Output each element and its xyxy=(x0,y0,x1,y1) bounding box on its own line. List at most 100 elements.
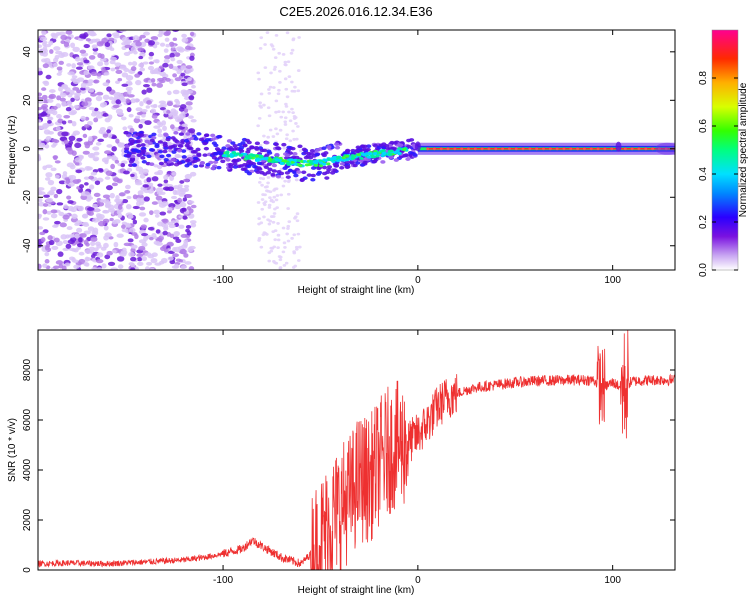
spectrogram-noise-cell xyxy=(109,192,115,199)
spectrogram-ridge-cell xyxy=(165,153,172,158)
spectrogram-noise-cell xyxy=(75,66,83,70)
spectrogram-noise-cell xyxy=(121,83,129,87)
spectrogram-noise-cell xyxy=(159,211,167,216)
spectrogram-noise-cell xyxy=(38,190,43,196)
spectrogram-noise-cell xyxy=(156,221,164,227)
spectrogram-noise-cell xyxy=(71,63,76,69)
spectrogram-noise-cell xyxy=(188,95,195,101)
spectrogram-noise-cell xyxy=(109,56,118,61)
spectrogram-noise-cell xyxy=(288,139,293,143)
spectrogram-noise-cell xyxy=(106,86,112,92)
spectrogram-noise-cell xyxy=(118,192,126,197)
spectrogram-noise-cell xyxy=(41,40,48,45)
spectrogram-noise-cell xyxy=(286,180,291,184)
spectrogram-ridge-cell xyxy=(131,163,137,167)
spectrogram-ridge-cell xyxy=(267,167,273,172)
spectrogram-noise-cell xyxy=(68,135,76,142)
spectrogram-noise-cell xyxy=(84,143,91,149)
spectrogram-noise-cell xyxy=(61,131,69,137)
spectrogram-noise-cell xyxy=(42,107,48,112)
spectrogram-ridge-cell xyxy=(292,170,298,175)
snr-series-line xyxy=(38,330,675,570)
spectrogram-peak-cell xyxy=(535,147,539,151)
spectrogram-noise-cell xyxy=(185,228,190,233)
spectrogram-noise-cell xyxy=(157,183,163,187)
spectrogram-noise-cell xyxy=(277,88,281,92)
spectrogram-noise-cell xyxy=(144,252,152,257)
spectrogram-noise-cell xyxy=(104,254,111,260)
spectrogram-noise-cell xyxy=(171,66,179,71)
spectrogram-noise-cell xyxy=(97,52,103,59)
spectrogram-peak-cell xyxy=(583,147,586,151)
spectrogram-noise-cell xyxy=(135,79,142,86)
spectrogram-noise-cell xyxy=(90,241,96,247)
spectrogram-noise-cell xyxy=(83,44,90,49)
spectrogram-noise-cell xyxy=(166,101,173,107)
spectrogram-noise-cell xyxy=(102,94,110,100)
spectrogram-ridge-cell xyxy=(192,150,198,154)
spectrogram-noise-cell xyxy=(154,59,160,64)
spectrogram-noise-cell xyxy=(185,101,193,106)
spectrogram-noise-cell xyxy=(50,209,58,214)
spectrogram-ridge-core-cell xyxy=(304,163,310,167)
spectrogram-ridge-core-cell xyxy=(247,156,252,160)
spectrogram-noise-cell xyxy=(296,89,301,93)
spectrogram-noise-cell xyxy=(117,77,123,82)
snr-x-tick-label: -100 xyxy=(213,575,233,586)
spectrogram-noise-cell xyxy=(143,31,150,36)
spectrogram-noise-cell xyxy=(81,101,89,107)
spectrogram-noise-cell xyxy=(271,220,276,224)
snr-y-tick-label: 0 xyxy=(22,567,33,573)
spectrogram-noise-cell xyxy=(180,233,188,238)
spectrogram-noise-cell xyxy=(161,257,168,264)
spectrogram-noise-cell xyxy=(61,120,67,125)
spectrogram-noise-cell xyxy=(92,51,98,55)
spectrogram-x-label: Height of straight line (km) xyxy=(298,285,415,296)
spectrogram-noise-cell xyxy=(115,99,122,105)
spectrogram-ridge-cell xyxy=(203,146,209,151)
spectrogram-noise-cell xyxy=(278,128,283,132)
spectrogram-noise-cell xyxy=(39,36,48,42)
snr-frame xyxy=(37,329,676,571)
spectrogram-noise-cell xyxy=(128,251,135,257)
spectrogram-noise-cell xyxy=(171,220,177,224)
spectrogram-noise-cell xyxy=(262,103,266,107)
spectrogram-frame xyxy=(37,29,676,271)
spectrogram-noise-cell xyxy=(108,96,114,101)
spectrogram-ridge-core-cell xyxy=(293,162,298,166)
spectrogram-noise-cell xyxy=(185,45,192,50)
spectrogram-noise-cell xyxy=(184,173,192,180)
spectrogram-noise-cell xyxy=(133,117,141,124)
spectrogram-noise-cell xyxy=(277,110,281,114)
spectrogram-noise-cell xyxy=(132,205,140,210)
spectrogram-noise-cell xyxy=(138,63,145,68)
spectrogram-noise-cell xyxy=(169,175,175,181)
spectrogram-noise-cell xyxy=(127,81,133,86)
spectrogram-noise-cell xyxy=(67,200,74,204)
spectrogram-noise-cell xyxy=(68,174,77,181)
spectrogram-noise-cell xyxy=(182,197,188,202)
spectrogram-ridge-core-cell xyxy=(264,157,269,161)
spectrogram-noise-cell xyxy=(161,201,169,207)
spectrogram-ridge-cell xyxy=(149,162,155,166)
spectrogram-noise-cell xyxy=(190,119,197,123)
snr-x-label: Height of straight line (km) xyxy=(298,585,415,596)
spectrogram-noise-cell xyxy=(266,181,270,185)
spectrogram-ridge-cell xyxy=(285,153,291,158)
spectrogram-noise-cell xyxy=(278,266,283,269)
spectrogram-noise-cell xyxy=(168,250,175,255)
spectrogram-ridge-cell xyxy=(271,163,278,168)
spectrogram-noise-cell xyxy=(71,120,77,127)
spectrogram-ridge-cell xyxy=(362,157,369,161)
spectrogram-noise-cell xyxy=(87,152,96,159)
spectrogram-peak-cell xyxy=(630,147,634,151)
spectrogram-noise-cell xyxy=(278,258,283,262)
spectrogram-noise-cell xyxy=(137,47,145,52)
spectrogram-noise-cell xyxy=(38,44,43,49)
spectrogram-noise-cell xyxy=(170,195,178,200)
spectrogram-ridge-cell xyxy=(270,172,276,177)
spectrogram-ridge-cell xyxy=(349,161,355,165)
spectrogram-noise-cell xyxy=(281,52,286,56)
spectrogram-ridge-cell xyxy=(360,144,366,149)
spectrogram-noise-cell xyxy=(274,187,279,191)
